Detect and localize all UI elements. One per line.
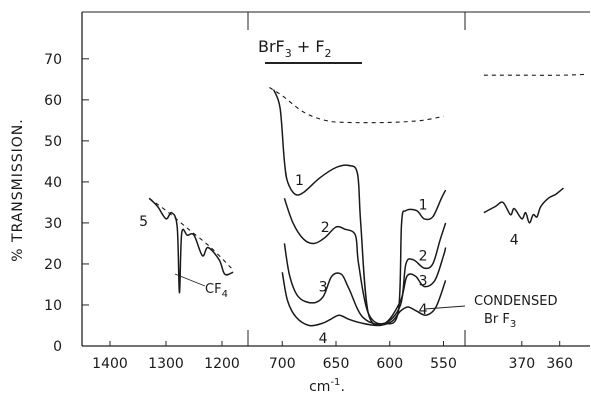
curve-labels: 5 1 2 3 4 1 2 3 4 4 [139, 173, 519, 347]
annotation-condensed-brf3: CONDENSED Br F3 [424, 294, 557, 330]
curve-label-1: 1 [295, 173, 304, 189]
y-axis-ticks: 0 10 20 30 40 50 60 70 [44, 52, 89, 355]
x-axis-label-exponent: -1 [330, 377, 340, 388]
cf4-label-subscript: 4 [222, 289, 228, 300]
baseline-dashed-left [148, 197, 234, 271]
curve-label-4: 4 [319, 331, 328, 347]
condensed-label: CONDENSED [474, 294, 557, 309]
x-tick-label: 370 [508, 356, 535, 372]
y-tick-label: 50 [44, 134, 62, 150]
chart-title: BrF3 + F2 [258, 37, 332, 60]
x-tick-label: 550 [430, 356, 457, 372]
x-tick-label: 1400 [92, 356, 128, 372]
curve-label-1: 1 [419, 197, 428, 213]
x-tick-label: 600 [376, 356, 403, 372]
x-tick-label: 1300 [148, 356, 184, 372]
y-axis-label: % TRANSMISSION. [10, 118, 26, 261]
x-axis-label-tail: . [340, 379, 344, 395]
chart-title-subscript-2: 2 [325, 47, 332, 60]
spectrum-curve-4-center [281, 272, 447, 327]
brf3-label-base: Br F [484, 312, 510, 327]
y-tick-label: 30 [44, 216, 62, 232]
spectrum-curve-4-right [483, 187, 564, 224]
x-tick-label: 1200 [204, 356, 240, 372]
curve-label-2: 2 [419, 249, 428, 265]
y-tick-label: 40 [44, 175, 62, 191]
curve-label-3: 3 [419, 273, 428, 289]
curve-label-4: 4 [419, 302, 428, 318]
y-tick-label: 10 [44, 298, 62, 314]
brf3-label-subscript: 3 [510, 319, 516, 330]
y-tick-label: 60 [44, 93, 62, 109]
y-tick-label: 20 [44, 257, 62, 273]
baseline-dashed-center [269, 87, 444, 124]
x-axis-label: cm-1. [309, 377, 345, 395]
cf4-label: CF4 [205, 282, 228, 300]
chart-title-base: BrF [258, 37, 285, 56]
chart-title-middle: + F [292, 37, 325, 56]
spectrum-curve-1-center [272, 89, 447, 326]
x-tick-label: 650 [323, 356, 350, 372]
chart-title-subscript-1: 3 [285, 47, 292, 60]
cf4-label-base: CF [205, 282, 222, 297]
x-axis-label-base: cm [309, 379, 330, 395]
spectrum-curve-2-center [283, 198, 447, 325]
x-tick-label: 700 [269, 356, 296, 372]
brf3-label: Br F3 [484, 312, 516, 330]
curve-label-5: 5 [139, 214, 148, 230]
spectrum-curve-3-center [283, 243, 447, 326]
curve-label-3: 3 [319, 280, 328, 296]
cf4-pointer [174, 273, 206, 287]
annotation-cf4: CF4 [174, 273, 228, 300]
condensed-pointer [424, 305, 466, 310]
curve-label-2: 2 [321, 220, 330, 236]
baseline-dashed-right [483, 73, 587, 76]
curve-label-4: 4 [510, 232, 519, 248]
spectrum-series [148, 73, 587, 327]
y-tick-label: 0 [53, 339, 62, 355]
y-tick-label: 70 [44, 52, 62, 68]
x-tick-label: 360 [546, 356, 573, 372]
spectrum-curve-5-left [148, 197, 234, 294]
x-axis-ticks: 1400 1300 1200 700 650 600 550 370 360 [92, 341, 573, 372]
